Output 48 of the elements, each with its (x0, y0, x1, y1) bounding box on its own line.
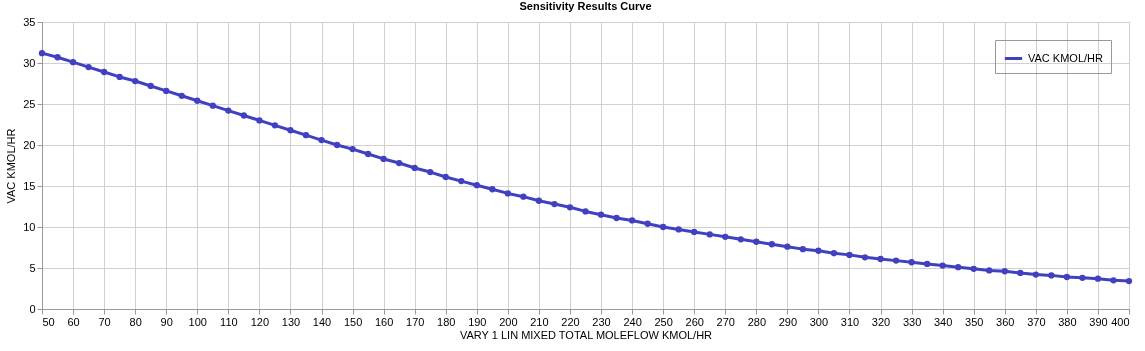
y-axis-title: VAC KMOL/HR (5, 128, 18, 204)
x-tick-label: 330 (902, 315, 922, 328)
legend-label: VAC KMOL/HR (1028, 51, 1104, 64)
x-tick-label: 140 (312, 315, 332, 328)
chart-title: Sensitivity Results Curve (519, 0, 652, 12)
x-tick-label: 50 (42, 315, 55, 328)
x-tick-label: 250 (654, 315, 673, 328)
x-tick-label: 270 (716, 315, 735, 328)
y-tick-label: 10 (23, 220, 36, 233)
x-tick-label: 370 (1027, 315, 1046, 328)
x-tick-label: 340 (933, 315, 953, 328)
x-tick-label: 220 (561, 315, 580, 328)
x-tick-label: 60 (67, 315, 80, 328)
x-tick-label: 90 (160, 315, 173, 328)
y-tick-label: 15 (23, 179, 36, 192)
x-tick-label: 400 (1111, 315, 1130, 328)
x-tick-label: 170 (406, 315, 425, 328)
y-tick-label: 5 (29, 261, 36, 274)
x-tick-label: 230 (592, 315, 611, 328)
x-tick-label: 130 (281, 315, 301, 328)
x-tick-label: 240 (623, 315, 642, 328)
x-tick-label: 310 (840, 315, 860, 328)
x-tick-label: 160 (374, 315, 394, 328)
x-tick-label: 100 (188, 315, 207, 328)
y-tick-label: 30 (23, 56, 36, 69)
y-tick-label: 35 (23, 15, 36, 28)
x-tick-label: 200 (499, 315, 518, 328)
x-tick-label: 280 (747, 315, 766, 328)
x-tick-label: 120 (250, 315, 270, 328)
x-axis-title: VARY 1 LIN MIXED TOTAL MOLEFLOW KMOL/HR (459, 328, 713, 341)
x-tick-label: 350 (965, 315, 984, 328)
x-tick-label: 380 (1058, 315, 1077, 328)
x-tick-label: 360 (996, 315, 1015, 328)
x-tick-label: 150 (343, 315, 363, 328)
x-tick-label: 290 (778, 315, 798, 328)
x-tick-label: 180 (437, 315, 456, 328)
x-tick-label: 260 (685, 315, 704, 328)
y-tick-label: 0 (29, 302, 36, 315)
x-tick-label: 70 (98, 315, 111, 328)
y-tick-label: 25 (23, 97, 36, 110)
x-tick-label: 210 (530, 315, 549, 328)
x-tick-label: 320 (871, 315, 891, 328)
x-tick-label: 390 (1089, 315, 1108, 328)
x-tick-label: 80 (129, 315, 142, 328)
x-tick-label: 190 (468, 315, 487, 328)
x-tick-label: 110 (220, 315, 238, 328)
x-tick-label: 300 (809, 315, 829, 328)
y-tick-label: 20 (23, 138, 36, 151)
